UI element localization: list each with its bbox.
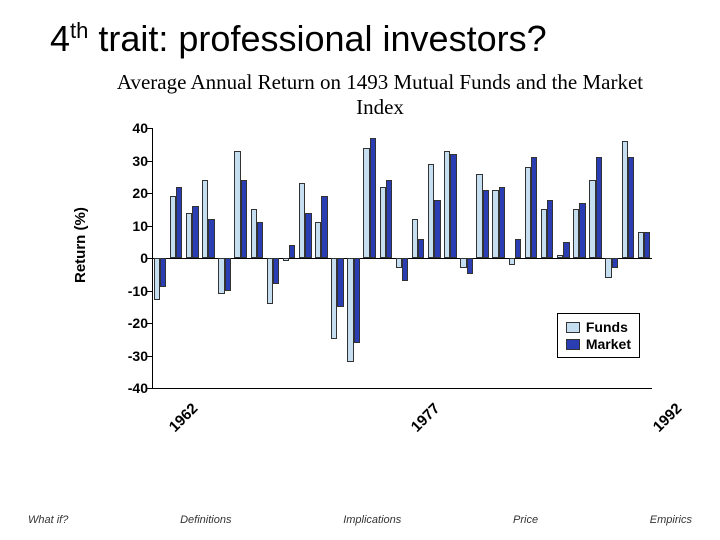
bar-market — [337, 258, 343, 307]
bar-market — [370, 138, 376, 258]
title-rest: trait: professional investors? — [88, 18, 546, 59]
footer-link-whatif[interactable]: What if? — [28, 514, 68, 526]
y-tick-label: -30 — [110, 348, 148, 364]
bar-market — [547, 200, 553, 259]
footer-nav: What if? Definitions Implications Price … — [0, 514, 720, 526]
bar-market — [434, 200, 440, 259]
y-axis-label: Return (%) — [72, 207, 89, 283]
bar-market — [628, 157, 634, 258]
plot-region: FundsMarket — [152, 128, 652, 388]
bar-market — [225, 258, 231, 291]
footer-link-definitions[interactable]: Definitions — [180, 514, 231, 526]
legend-swatch — [566, 322, 580, 333]
chart-subtitle: Average Annual Return on 1493 Mutual Fun… — [110, 70, 650, 120]
bar-market — [192, 206, 198, 258]
bar-market — [241, 180, 247, 258]
y-tick-label: -20 — [110, 315, 148, 331]
legend-row: Funds — [566, 319, 631, 335]
bar-market — [160, 258, 166, 287]
footer-link-implications[interactable]: Implications — [343, 514, 401, 526]
bar-market — [499, 187, 505, 259]
title-super: th — [70, 18, 88, 43]
bar-market — [450, 154, 456, 258]
x-tick-label: 1962 — [166, 400, 202, 436]
bar-market — [208, 219, 214, 258]
bar-funds — [509, 258, 515, 265]
bar-market — [257, 222, 263, 258]
y-tick-label: -10 — [110, 283, 148, 299]
bar-market — [644, 232, 650, 258]
bar-market — [515, 239, 521, 259]
slide-title: 4th trait: professional investors? — [50, 18, 547, 60]
legend: FundsMarket — [557, 313, 640, 358]
chart-area: Return (%) FundsMarket 403020100-10-20-3… — [80, 128, 660, 458]
legend-label: Funds — [586, 319, 628, 335]
bar-market — [289, 245, 295, 258]
x-tick-label: 1992 — [650, 400, 686, 436]
bar-market — [402, 258, 408, 281]
bar-market — [467, 258, 473, 274]
bar-market — [563, 242, 569, 258]
y-tick-label: 10 — [110, 218, 148, 234]
y-tick-label: -40 — [110, 380, 148, 396]
footer-link-empirics[interactable]: Empirics — [650, 514, 692, 526]
y-tick-label: 20 — [110, 185, 148, 201]
legend-label: Market — [586, 336, 631, 352]
bar-market — [305, 213, 311, 259]
bar-market — [596, 157, 602, 258]
bar-market — [531, 157, 537, 258]
footer-link-price[interactable]: Price — [513, 514, 538, 526]
bar-market — [483, 190, 489, 258]
bar-market — [418, 239, 424, 259]
bar-market — [579, 203, 585, 258]
x-axis-line — [152, 388, 652, 389]
bar-market — [612, 258, 618, 268]
bar-market — [321, 196, 327, 258]
legend-swatch — [566, 339, 580, 350]
y-tick-label: 0 — [110, 250, 148, 266]
bar-market — [354, 258, 360, 343]
bar-market — [386, 180, 392, 258]
y-tick-label: 40 — [110, 120, 148, 136]
bar-market — [176, 187, 182, 259]
bar-market — [273, 258, 279, 284]
x-tick-label: 1977 — [408, 400, 444, 436]
title-prefix: 4 — [50, 18, 70, 59]
legend-row: Market — [566, 336, 631, 352]
y-tick-label: 30 — [110, 153, 148, 169]
bar-funds — [283, 258, 289, 261]
